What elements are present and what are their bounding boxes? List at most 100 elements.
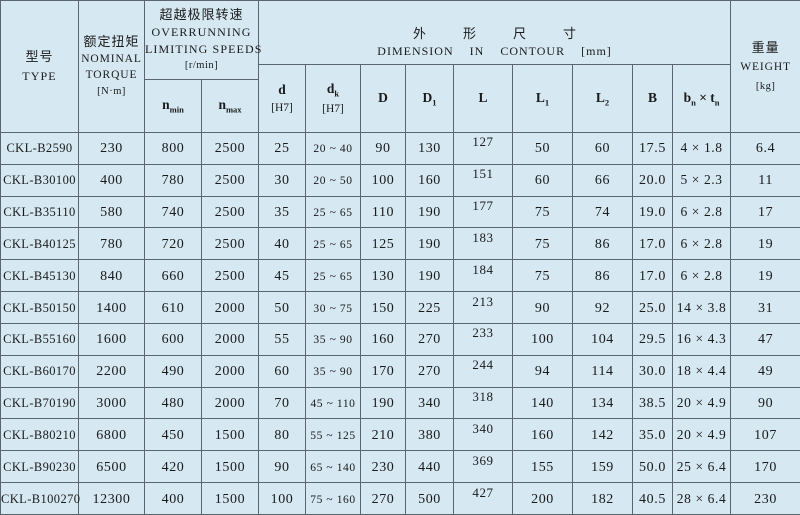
cell-B: 20.0 [633, 164, 673, 196]
cell-dk: 25 ~ 65 [306, 196, 361, 228]
cell-B: 50.0 [633, 451, 673, 483]
cell-L2: 86 [573, 228, 633, 260]
cell-L: 184 [454, 260, 513, 292]
cell-D1: 190 [406, 196, 454, 228]
cell-type: CKL-B70190 [1, 387, 79, 419]
header-L1-sym: L [536, 90, 545, 105]
cell-type: CKL-B40125 [1, 228, 79, 260]
header-overrunning-cn: 超越极限转速 [145, 6, 258, 24]
cell-L1: 60 [513, 164, 573, 196]
cell-D: 110 [361, 196, 406, 228]
cell-d: 50 [259, 292, 306, 324]
cell-B: 17.0 [633, 228, 673, 260]
cell-bn-tn: 20 × 4.9 [673, 387, 731, 419]
cell-dk: 30 ~ 75 [306, 292, 361, 324]
header-torque-en1: NOMINAL [79, 51, 144, 68]
header-B-sym: B [648, 90, 657, 105]
cell-D: 150 [361, 292, 406, 324]
header-d: d [H7] [259, 65, 306, 133]
cell-weight: 6.4 [731, 133, 800, 165]
cell-D: 270 [361, 483, 406, 515]
cell-bn-tn: 6 × 2.8 [673, 196, 731, 228]
cell-L2: 182 [573, 483, 633, 515]
cell-D1: 270 [406, 355, 454, 387]
cell-n-min: 610 [145, 292, 202, 324]
cell-L: 340 [454, 419, 513, 451]
header-overrunning-en2: LIMITING SPEEDS [145, 41, 258, 58]
cell-bn-tn: 25 × 6.4 [673, 451, 731, 483]
cell-weight: 47 [731, 323, 800, 355]
cell-type: CKL-B50150 [1, 292, 79, 324]
header-d-sym: d [278, 82, 286, 97]
cell-bn-tn: 4 × 1.8 [673, 133, 731, 165]
cell-B: 29.5 [633, 323, 673, 355]
header-overrunning-group: 超越极限转速 OVERRUNNING LIMITING SPEEDS [r/mi… [145, 1, 259, 80]
cell-n-min: 600 [145, 323, 202, 355]
header-dimension-en2: IN [470, 44, 485, 58]
header-dk-fit: [H7] [306, 101, 360, 118]
cell-D: 100 [361, 164, 406, 196]
cell-weight: 11 [731, 164, 800, 196]
cell-n-max: 1500 [202, 451, 259, 483]
cell-L: 244 [454, 355, 513, 387]
header-L2-sym: L [596, 90, 605, 105]
cell-nominal-torque: 2200 [79, 355, 145, 387]
cell-B: 25.0 [633, 292, 673, 324]
cell-type: CKL-B60170 [1, 355, 79, 387]
cell-d: 90 [259, 451, 306, 483]
cell-bn-tn: 6 × 2.8 [673, 228, 731, 260]
cell-n-min: 800 [145, 133, 202, 165]
cell-n-max: 1500 [202, 483, 259, 515]
cell-D1: 500 [406, 483, 454, 515]
cell-weight: 19 [731, 260, 800, 292]
header-bn-sub: n [691, 97, 696, 107]
cell-n-min: 490 [145, 355, 202, 387]
cell-nominal-torque: 400 [79, 164, 145, 196]
cell-L2: 134 [573, 387, 633, 419]
header-L2: L2 [573, 65, 633, 133]
header-L1: L1 [513, 65, 573, 133]
cell-bn-tn: 6 × 2.8 [673, 260, 731, 292]
cell-d: 70 [259, 387, 306, 419]
cell-dk: 25 ~ 65 [306, 260, 361, 292]
cell-D1: 160 [406, 164, 454, 196]
cell-d: 80 [259, 419, 306, 451]
cell-weight: 31 [731, 292, 800, 324]
cell-D1: 270 [406, 323, 454, 355]
header-type: 型号 TYPE [1, 1, 79, 133]
cell-nominal-torque: 6500 [79, 451, 145, 483]
cell-n-min: 400 [145, 483, 202, 515]
cell-d: 25 [259, 133, 306, 165]
cell-D1: 130 [406, 133, 454, 165]
cell-bn-tn: 14 × 3.8 [673, 292, 731, 324]
cell-D: 170 [361, 355, 406, 387]
cell-n-min: 450 [145, 419, 202, 451]
header-D1-sym: D [423, 90, 433, 105]
cell-D: 230 [361, 451, 406, 483]
cell-L1: 160 [513, 419, 573, 451]
cell-dk: 35 ~ 90 [306, 323, 361, 355]
cell-weight: 19 [731, 228, 800, 260]
header-bn-tn: bn × tn [673, 65, 731, 133]
cell-B: 40.5 [633, 483, 673, 515]
header-torque-unit: [N·m] [79, 84, 144, 100]
cell-B: 19.0 [633, 196, 673, 228]
cell-d: 35 [259, 196, 306, 228]
cell-bn-tn: 18 × 4.4 [673, 355, 731, 387]
cell-n-min: 740 [145, 196, 202, 228]
